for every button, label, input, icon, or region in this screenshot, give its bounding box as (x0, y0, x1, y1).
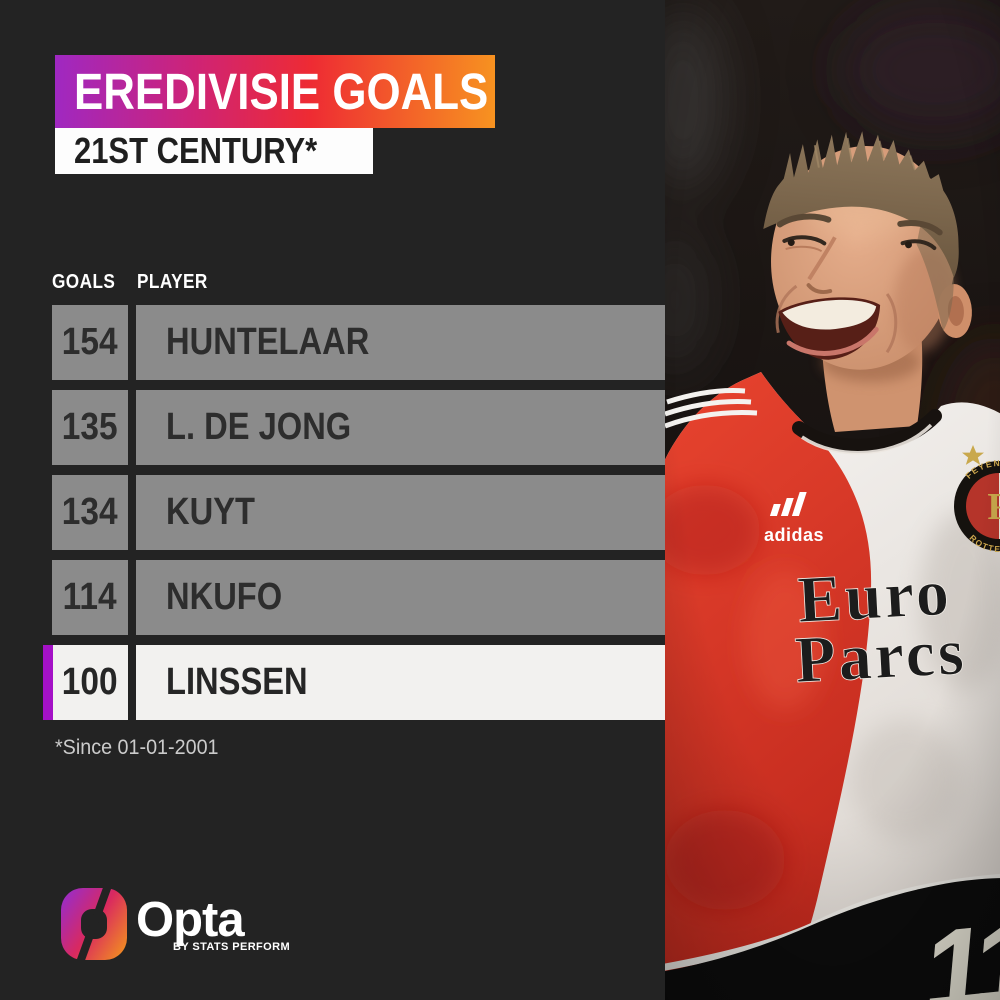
table-row: 135 L. DE JONG (0, 390, 665, 465)
page-title: EREDIVISIE GOALS (74, 63, 489, 120)
subtitle-banner: 21ST CENTURY* (55, 128, 373, 174)
page-subtitle: 21ST CENTURY* (74, 130, 318, 171)
player-cell: KUYT (136, 475, 665, 550)
column-header-goals: GOALS (52, 271, 116, 293)
opta-byline: BY STATS PERFORM (173, 941, 291, 953)
column-header-player: PLAYER (137, 271, 208, 293)
goals-cell: 114 (52, 560, 128, 635)
opta-logo-icon (61, 886, 127, 962)
goals-cell: 100 (43, 645, 128, 720)
player-cell: LINSSEN (136, 645, 665, 720)
table-row: 134 KUYT (0, 475, 665, 550)
title-banner: EREDIVISIE GOALS (55, 55, 495, 128)
player-photo: adidas Euro Parcs F FEYENOORD (665, 0, 1000, 1000)
highlight-accent-bar (43, 645, 53, 720)
player-cell: L. DE JONG (136, 390, 665, 465)
opta-wordmark: Opta (136, 893, 245, 947)
player-cell: NKUFO (136, 560, 665, 635)
photo-vignette (665, 0, 1000, 1000)
table-row-highlighted: 100 LINSSEN (0, 645, 665, 720)
goals-cell: 134 (52, 475, 128, 550)
table-row: 114 NKUFO (0, 560, 665, 635)
player-cell: HUNTELAAR (136, 305, 665, 380)
goals-cell: 154 (52, 305, 128, 380)
goals-cell: 135 (52, 390, 128, 465)
table-row: 154 HUNTELAAR (0, 305, 665, 380)
footnote: *Since 01-01-2001 (55, 736, 219, 759)
